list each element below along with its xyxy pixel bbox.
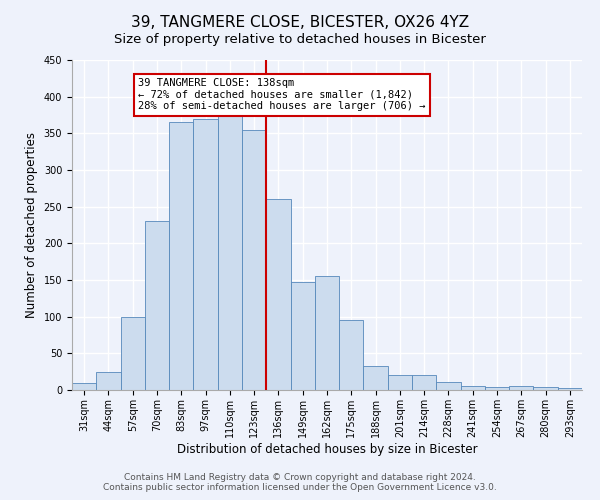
Bar [72,382,96,390]
Text: Size of property relative to detached houses in Bicester: Size of property relative to detached ho… [114,32,486,46]
Bar [169,122,193,390]
Bar [242,130,266,390]
X-axis label: Distribution of detached houses by size in Bicester: Distribution of detached houses by size … [176,442,478,456]
Bar [339,320,364,390]
Bar [145,222,169,390]
Bar [509,386,533,390]
Bar [193,118,218,390]
Text: 39 TANGMERE CLOSE: 138sqm
← 72% of detached houses are smaller (1,842)
28% of se: 39 TANGMERE CLOSE: 138sqm ← 72% of detac… [139,78,426,112]
Bar [290,282,315,390]
Bar [121,316,145,390]
Bar [533,387,558,390]
Y-axis label: Number of detached properties: Number of detached properties [25,132,38,318]
Bar [461,386,485,390]
Bar [485,387,509,390]
Bar [412,376,436,390]
Bar [364,366,388,390]
Bar [266,200,290,390]
Bar [96,372,121,390]
Bar [436,382,461,390]
Bar [558,388,582,390]
Bar [388,376,412,390]
Bar [218,115,242,390]
Text: Contains HM Land Registry data © Crown copyright and database right 2024.
Contai: Contains HM Land Registry data © Crown c… [103,473,497,492]
Text: 39, TANGMERE CLOSE, BICESTER, OX26 4YZ: 39, TANGMERE CLOSE, BICESTER, OX26 4YZ [131,15,469,30]
Bar [315,276,339,390]
